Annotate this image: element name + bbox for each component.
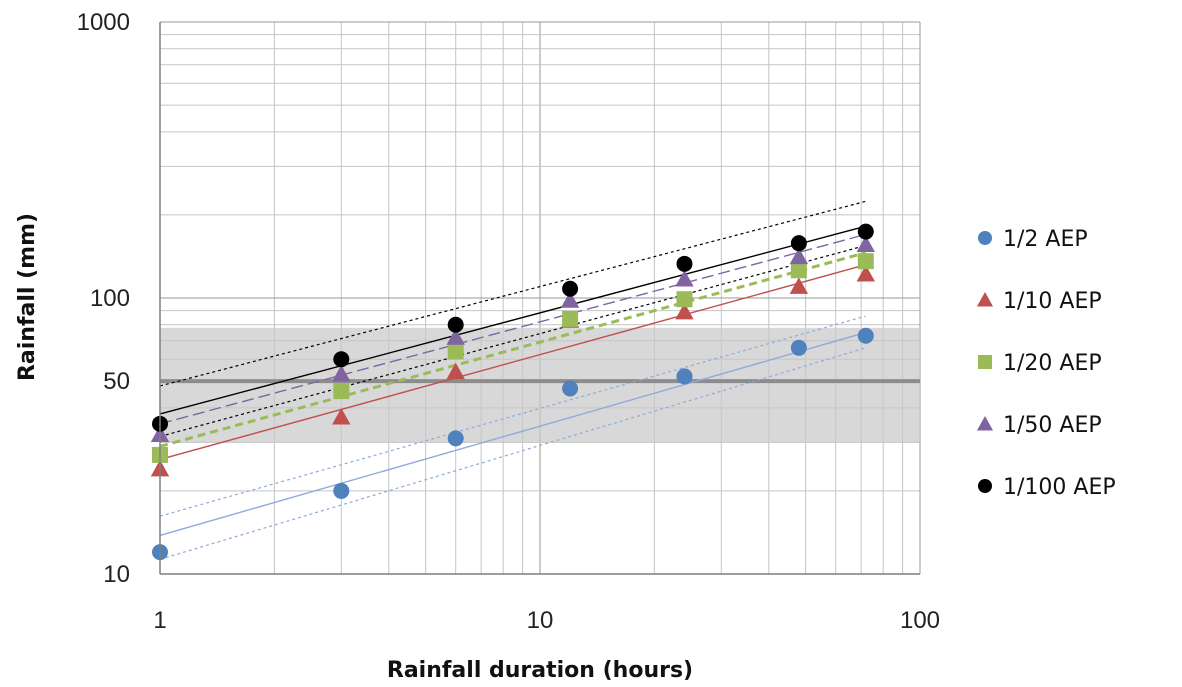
data-point (332, 364, 351, 382)
confidence-bound-line (159, 315, 866, 517)
data-point (332, 407, 351, 425)
y-tick-label: 10 (103, 561, 130, 588)
trend-line (159, 264, 866, 461)
y-tick-label: 50 (103, 368, 130, 395)
trend-line (159, 233, 866, 425)
data-point (790, 339, 807, 356)
data-point (333, 351, 350, 368)
data-point (333, 482, 350, 499)
data-point (790, 262, 807, 279)
x-axis-title: Rainfall duration (hours) (387, 658, 693, 683)
y-tick-label: 100 (90, 285, 130, 312)
data-point (857, 253, 874, 270)
data-point (447, 316, 464, 333)
data-point (675, 269, 694, 287)
legend-marker (978, 479, 992, 493)
legend-marker (978, 231, 992, 245)
data-point (447, 430, 464, 447)
data-markers (150, 223, 875, 561)
confidence-bound-line (159, 244, 866, 438)
data-point (675, 302, 694, 320)
x-tick-label: 10 (527, 607, 554, 634)
legend-label: 1/10 AEP (1003, 289, 1102, 314)
x-tick-label: 100 (900, 607, 940, 634)
data-point (447, 343, 464, 360)
trend-line (159, 225, 866, 415)
y-tick-label: 1000 (77, 9, 130, 36)
legend-label: 1/2 AEP (1003, 227, 1088, 252)
trend-line (159, 331, 866, 537)
data-point (676, 291, 693, 308)
data-point (333, 383, 350, 400)
axes (159, 22, 920, 575)
tick-labels: 1 10 100 10 50 100 1000 (77, 9, 940, 634)
data-point (562, 280, 579, 297)
y-axis-title: Rainfall (mm) (15, 213, 40, 381)
legend-label: 1/100 AEP (1003, 475, 1116, 500)
data-point (856, 264, 875, 282)
data-point (446, 362, 465, 380)
x-tick-label: 1 (153, 607, 166, 634)
data-point (676, 368, 693, 385)
data-point (856, 235, 875, 253)
data-point (676, 255, 693, 272)
legend-marker (976, 291, 994, 307)
confidence-bound-line (159, 200, 866, 387)
confidence-bound-line (159, 347, 866, 560)
data-point (562, 380, 579, 397)
legend-marker (978, 355, 992, 369)
legend-label: 1/20 AEP (1003, 351, 1102, 376)
legend-marker (976, 415, 994, 431)
legend-label: 1/50 AEP (1003, 413, 1102, 438)
trend-line (159, 251, 867, 448)
data-point (790, 235, 807, 252)
data-point (446, 328, 465, 345)
grid (159, 21, 921, 575)
trend-lines (159, 200, 867, 560)
data-point (789, 277, 809, 294)
data-point (562, 310, 579, 327)
data-point (560, 291, 580, 308)
legend: 1/2 AEP 1/10 AEP 1/20 AEP 1/50 AEP 1/100 AEP (976, 227, 1116, 500)
data-point (857, 223, 874, 240)
data-point (857, 327, 874, 344)
data-point (789, 247, 809, 265)
